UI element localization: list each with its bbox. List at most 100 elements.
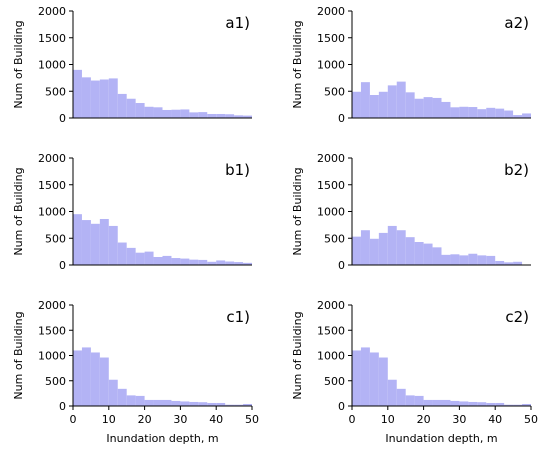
histogram-bar: [450, 254, 460, 265]
x-axis-label: Inundation depth, m: [106, 432, 218, 445]
histogram-bar: [486, 402, 496, 406]
histogram-bar: [243, 115, 252, 118]
histogram-panel-b2: 0 500 1000 1500 2000 Num of Building b2): [291, 152, 531, 272]
histogram-bar: [108, 225, 118, 265]
y-tick-label: 1500: [38, 324, 66, 337]
histogram-bar: [153, 256, 163, 265]
histogram-bar: [243, 262, 252, 265]
panel-label: c1): [226, 308, 250, 326]
histogram-bar: [126, 98, 136, 118]
histogram-bar: [234, 262, 244, 265]
histogram-bar: [387, 225, 397, 265]
y-axis-label: Num of Building: [291, 20, 304, 108]
histogram-bar: [513, 115, 523, 118]
histogram-bar: [81, 220, 91, 265]
y-tick-label: 1500: [317, 324, 345, 337]
y-tick-label: 2000: [317, 299, 345, 312]
histogram-bar: [369, 352, 379, 406]
histogram-bar: [495, 260, 505, 265]
histogram-bar: [180, 109, 190, 118]
y-tick-label: 1500: [38, 179, 66, 192]
histogram-bar: [414, 395, 424, 406]
histogram-bar: [396, 388, 406, 406]
histogram-bar: [495, 108, 505, 118]
histogram-bar: [459, 106, 469, 118]
histogram-bar: [432, 97, 442, 118]
histogram-bar: [99, 218, 109, 265]
y-tick-label: 0: [338, 112, 345, 125]
x-tick-label: 50: [524, 413, 538, 426]
histogram-panel-a2: 0 500 1000 1500 2000 Num of Building a2): [291, 5, 531, 125]
y-tick-label: 0: [59, 259, 66, 272]
x-tick-label: 50: [245, 413, 259, 426]
histogram-bar: [405, 395, 415, 406]
x-tick-label: 40: [209, 413, 223, 426]
histogram-bar: [90, 80, 100, 118]
y-tick-label: 1000: [38, 206, 66, 219]
histogram-bar: [450, 107, 460, 118]
y-tick-label: 0: [338, 400, 345, 413]
histogram-bar: [153, 107, 163, 118]
histogram-bar: [441, 399, 451, 406]
histogram-bar: [207, 261, 217, 265]
y-tick-label: 1500: [317, 179, 345, 192]
histogram-bar: [486, 255, 496, 265]
y-axis-label: Num of Building: [12, 20, 25, 108]
histogram-bar: [225, 404, 235, 406]
histogram-bar: [90, 352, 100, 406]
histogram-bar: [423, 399, 433, 406]
histogram-bar: [198, 402, 208, 406]
histogram-panel-c2: 0 500 1000 1500 2000 0 10 20 30 40 50 Num of Buildi…: [291, 299, 538, 445]
histogram-bar: [352, 350, 361, 406]
histogram-bar: [216, 113, 226, 118]
histogram-bar: [441, 101, 451, 118]
y-tick-label: 2000: [38, 299, 66, 312]
histogram-bar: [504, 110, 514, 118]
y-tick-label: 2000: [317, 152, 345, 165]
histogram-bar: [144, 251, 154, 266]
histogram-bar: [189, 259, 199, 265]
histogram-bar: [216, 260, 226, 265]
histogram-bar: [477, 109, 487, 118]
histogram-bar: [126, 247, 136, 265]
y-tick-label: 500: [324, 232, 345, 245]
y-axis-label: Num of Building: [12, 167, 25, 255]
histogram-bar: [486, 107, 496, 118]
histogram-bar: [432, 247, 442, 265]
histogram-bar: [73, 350, 82, 406]
histogram-bar: [369, 238, 379, 265]
y-tick-label: 0: [59, 400, 66, 413]
histogram-panel-c1: 0 500 1000 1500 2000 0 10 20 30 40 50 Num of Buildi…: [12, 299, 259, 445]
y-tick-label: 500: [324, 85, 345, 98]
histogram-bar: [459, 255, 469, 265]
histogram-bar: [360, 347, 370, 406]
histogram-bar: [171, 109, 181, 118]
histogram-bar: [522, 403, 531, 406]
histogram-bar: [73, 214, 82, 265]
histogram-bar: [180, 258, 190, 265]
histogram-bar: [405, 237, 415, 265]
histogram-bar: [207, 402, 217, 406]
histogram-bar: [126, 395, 136, 406]
y-tick-label: 500: [45, 232, 66, 245]
histogram-bar: [162, 255, 172, 265]
histogram-bar: [495, 402, 505, 406]
histogram-bar: [504, 262, 514, 265]
histogram-bar: [117, 93, 127, 118]
histogram-bar: [477, 255, 487, 265]
histogram-bar: [135, 103, 145, 118]
histogram-bar: [378, 232, 388, 265]
histogram-bar: [198, 259, 208, 265]
y-tick-label: 2000: [38, 152, 66, 165]
histogram-bar: [162, 399, 172, 406]
y-tick-label: 1000: [38, 350, 66, 363]
histogram-bar: [234, 404, 244, 406]
histogram-bar: [108, 78, 118, 118]
histogram-panel-b1: 0 500 1000 1500 2000 Num of Building b1): [12, 152, 252, 272]
histogram-bar: [513, 404, 523, 406]
y-tick-label: 2000: [317, 5, 345, 18]
y-axis-label: Num of Building: [291, 167, 304, 255]
histogram-bar: [360, 230, 370, 265]
histogram-bar: [405, 92, 415, 118]
histogram-bar: [378, 91, 388, 118]
